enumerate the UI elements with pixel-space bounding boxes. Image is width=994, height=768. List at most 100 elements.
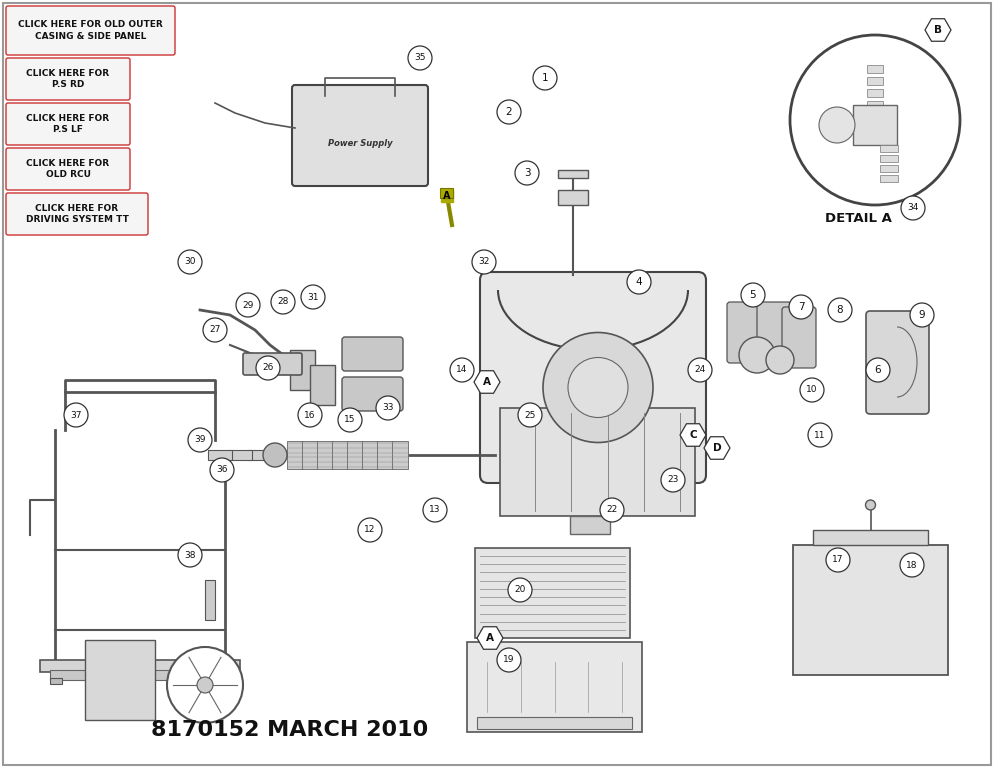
- Text: 11: 11: [814, 431, 826, 439]
- FancyBboxPatch shape: [866, 311, 929, 414]
- Bar: [813, 530, 928, 545]
- Circle shape: [338, 408, 362, 432]
- Circle shape: [661, 468, 685, 492]
- FancyBboxPatch shape: [757, 302, 791, 363]
- Text: 10: 10: [806, 386, 818, 395]
- Circle shape: [472, 250, 496, 274]
- Text: A: A: [443, 191, 450, 201]
- Bar: [867, 77, 883, 85]
- Bar: [377, 441, 393, 469]
- Text: 30: 30: [184, 257, 196, 266]
- Circle shape: [376, 396, 400, 420]
- FancyBboxPatch shape: [6, 148, 130, 190]
- Bar: [332, 441, 348, 469]
- Bar: [287, 441, 303, 469]
- Text: 27: 27: [210, 326, 221, 335]
- Text: CLICK HERE FOR
OLD RCU: CLICK HERE FOR OLD RCU: [27, 159, 109, 180]
- Text: 2: 2: [506, 107, 512, 117]
- FancyBboxPatch shape: [480, 272, 706, 483]
- Bar: [880, 155, 898, 162]
- Text: C: C: [689, 430, 697, 440]
- Bar: [867, 113, 883, 121]
- Bar: [50, 678, 62, 684]
- FancyBboxPatch shape: [6, 58, 130, 100]
- Circle shape: [688, 358, 712, 382]
- Text: A: A: [483, 377, 491, 387]
- Circle shape: [515, 161, 539, 185]
- Bar: [880, 175, 898, 182]
- Bar: [558, 190, 588, 205]
- Bar: [347, 441, 363, 469]
- Circle shape: [271, 290, 295, 314]
- Text: 19: 19: [503, 656, 515, 664]
- Circle shape: [826, 548, 850, 572]
- Circle shape: [790, 35, 960, 205]
- Text: 4: 4: [636, 277, 642, 287]
- Bar: [558, 170, 588, 178]
- Circle shape: [301, 285, 325, 309]
- Circle shape: [900, 553, 924, 577]
- Text: 13: 13: [429, 505, 440, 515]
- Text: 22: 22: [606, 505, 617, 515]
- Bar: [500, 408, 695, 516]
- Bar: [570, 516, 610, 534]
- Bar: [205, 580, 215, 620]
- Bar: [867, 89, 883, 97]
- Bar: [880, 145, 898, 152]
- Bar: [208, 450, 232, 460]
- Circle shape: [741, 283, 765, 307]
- Circle shape: [533, 66, 557, 90]
- Bar: [310, 365, 335, 405]
- Text: DETAIL A: DETAIL A: [825, 212, 892, 225]
- Text: 23: 23: [667, 475, 679, 485]
- FancyBboxPatch shape: [292, 85, 428, 186]
- Text: CLICK HERE FOR
P.S LF: CLICK HERE FOR P.S LF: [27, 114, 109, 134]
- Text: 25: 25: [524, 411, 536, 419]
- Bar: [467, 642, 642, 732]
- FancyBboxPatch shape: [727, 302, 761, 363]
- Circle shape: [64, 403, 88, 427]
- Text: 33: 33: [383, 403, 394, 412]
- FancyBboxPatch shape: [342, 377, 403, 411]
- Circle shape: [236, 293, 260, 317]
- Circle shape: [789, 295, 813, 319]
- Text: 9: 9: [918, 310, 925, 320]
- Text: D: D: [713, 443, 722, 453]
- Text: Power Supply: Power Supply: [328, 139, 393, 148]
- Bar: [290, 350, 315, 390]
- Text: 12: 12: [365, 525, 376, 535]
- Circle shape: [197, 677, 213, 693]
- Text: 7: 7: [798, 302, 804, 312]
- Text: 39: 39: [194, 435, 206, 445]
- Text: 36: 36: [217, 465, 228, 475]
- Text: CLICK HERE FOR
P.S RD: CLICK HERE FOR P.S RD: [27, 68, 109, 89]
- Text: 24: 24: [695, 366, 706, 375]
- Bar: [220, 678, 232, 684]
- Bar: [477, 717, 632, 729]
- Circle shape: [600, 498, 624, 522]
- Bar: [475, 548, 630, 638]
- Circle shape: [568, 357, 628, 418]
- Circle shape: [167, 647, 243, 723]
- Text: 37: 37: [71, 411, 82, 419]
- Circle shape: [298, 403, 322, 427]
- Circle shape: [256, 356, 280, 380]
- Circle shape: [178, 250, 202, 274]
- Bar: [440, 188, 453, 198]
- Text: 6: 6: [875, 365, 882, 375]
- Circle shape: [408, 46, 432, 70]
- Circle shape: [543, 333, 653, 442]
- Circle shape: [423, 498, 447, 522]
- Bar: [248, 450, 272, 460]
- Circle shape: [263, 443, 287, 467]
- Text: 26: 26: [262, 363, 273, 372]
- Circle shape: [188, 428, 212, 452]
- Circle shape: [450, 358, 474, 382]
- Circle shape: [828, 298, 852, 322]
- Bar: [40, 660, 240, 672]
- Text: 28: 28: [277, 297, 288, 306]
- Text: 8: 8: [837, 305, 843, 315]
- Bar: [228, 450, 252, 460]
- Bar: [85, 640, 155, 720]
- Circle shape: [627, 270, 651, 294]
